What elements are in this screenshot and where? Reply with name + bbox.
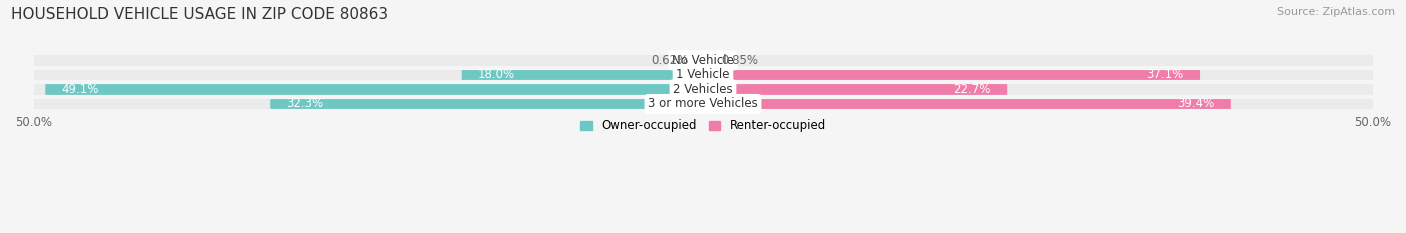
FancyBboxPatch shape	[270, 98, 703, 110]
FancyBboxPatch shape	[27, 54, 1379, 67]
Text: 37.1%: 37.1%	[1146, 68, 1184, 81]
Text: 2 Vehicles: 2 Vehicles	[673, 83, 733, 96]
Text: 49.1%: 49.1%	[62, 83, 98, 96]
Text: 0.62%: 0.62%	[651, 54, 688, 67]
Text: No Vehicle: No Vehicle	[672, 54, 734, 67]
FancyBboxPatch shape	[703, 69, 1201, 80]
FancyBboxPatch shape	[27, 83, 1379, 96]
Text: 1 Vehicle: 1 Vehicle	[676, 68, 730, 81]
FancyBboxPatch shape	[703, 55, 714, 66]
Legend: Owner-occupied, Renter-occupied: Owner-occupied, Renter-occupied	[575, 115, 831, 137]
FancyBboxPatch shape	[695, 55, 703, 66]
Text: 3 or more Vehicles: 3 or more Vehicles	[648, 97, 758, 110]
Text: 32.3%: 32.3%	[287, 97, 323, 110]
Text: 39.4%: 39.4%	[1177, 97, 1215, 110]
Text: 0.85%: 0.85%	[721, 54, 758, 67]
FancyBboxPatch shape	[27, 69, 1379, 81]
Text: 18.0%: 18.0%	[478, 68, 515, 81]
Text: HOUSEHOLD VEHICLE USAGE IN ZIP CODE 80863: HOUSEHOLD VEHICLE USAGE IN ZIP CODE 8086…	[11, 7, 388, 22]
Text: Source: ZipAtlas.com: Source: ZipAtlas.com	[1277, 7, 1395, 17]
Text: 22.7%: 22.7%	[953, 83, 991, 96]
FancyBboxPatch shape	[27, 98, 1379, 110]
FancyBboxPatch shape	[461, 69, 703, 80]
FancyBboxPatch shape	[703, 98, 1230, 110]
FancyBboxPatch shape	[703, 84, 1007, 95]
FancyBboxPatch shape	[45, 84, 703, 95]
